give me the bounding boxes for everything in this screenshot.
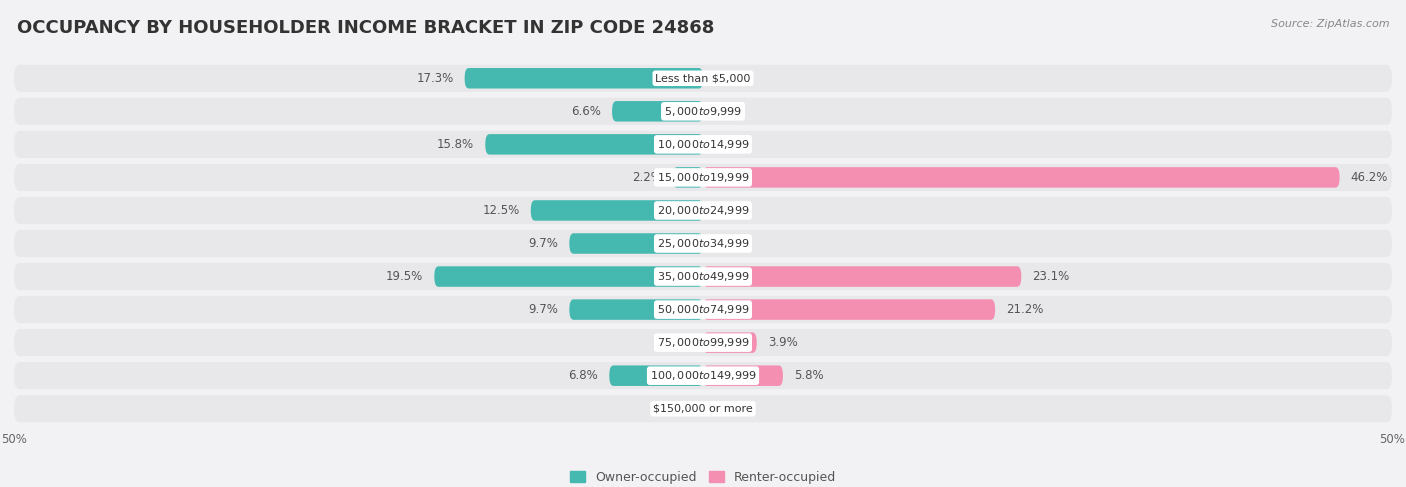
Text: Less than $5,000: Less than $5,000 bbox=[655, 73, 751, 83]
Text: $10,000 to $14,999: $10,000 to $14,999 bbox=[657, 138, 749, 151]
Text: 0.0%: 0.0% bbox=[662, 402, 692, 415]
Text: 6.6%: 6.6% bbox=[571, 105, 600, 118]
FancyBboxPatch shape bbox=[14, 329, 1392, 356]
Text: 0.0%: 0.0% bbox=[714, 72, 744, 85]
Text: 9.7%: 9.7% bbox=[529, 303, 558, 316]
FancyBboxPatch shape bbox=[14, 362, 1392, 389]
FancyBboxPatch shape bbox=[14, 395, 1392, 422]
Text: 0.0%: 0.0% bbox=[714, 105, 744, 118]
FancyBboxPatch shape bbox=[612, 101, 703, 122]
Text: 23.1%: 23.1% bbox=[1032, 270, 1070, 283]
FancyBboxPatch shape bbox=[703, 365, 783, 386]
Text: $25,000 to $34,999: $25,000 to $34,999 bbox=[657, 237, 749, 250]
FancyBboxPatch shape bbox=[703, 266, 1021, 287]
Text: 5.8%: 5.8% bbox=[794, 369, 824, 382]
FancyBboxPatch shape bbox=[14, 65, 1392, 92]
Text: 46.2%: 46.2% bbox=[1351, 171, 1388, 184]
Text: 0.0%: 0.0% bbox=[662, 336, 692, 349]
FancyBboxPatch shape bbox=[14, 164, 1392, 191]
Text: OCCUPANCY BY HOUSEHOLDER INCOME BRACKET IN ZIP CODE 24868: OCCUPANCY BY HOUSEHOLDER INCOME BRACKET … bbox=[17, 19, 714, 37]
FancyBboxPatch shape bbox=[672, 167, 703, 187]
Text: 0.0%: 0.0% bbox=[714, 204, 744, 217]
Text: 9.7%: 9.7% bbox=[529, 237, 558, 250]
Text: $100,000 to $149,999: $100,000 to $149,999 bbox=[650, 369, 756, 382]
Text: 6.8%: 6.8% bbox=[568, 369, 599, 382]
Text: 15.8%: 15.8% bbox=[437, 138, 474, 151]
Text: $15,000 to $19,999: $15,000 to $19,999 bbox=[657, 171, 749, 184]
Text: $20,000 to $24,999: $20,000 to $24,999 bbox=[657, 204, 749, 217]
Text: $5,000 to $9,999: $5,000 to $9,999 bbox=[664, 105, 742, 118]
FancyBboxPatch shape bbox=[609, 365, 703, 386]
FancyBboxPatch shape bbox=[14, 263, 1392, 290]
FancyBboxPatch shape bbox=[703, 167, 1340, 187]
Legend: Owner-occupied, Renter-occupied: Owner-occupied, Renter-occupied bbox=[565, 466, 841, 487]
Text: 17.3%: 17.3% bbox=[416, 72, 454, 85]
FancyBboxPatch shape bbox=[464, 68, 703, 89]
FancyBboxPatch shape bbox=[569, 233, 703, 254]
FancyBboxPatch shape bbox=[703, 333, 756, 353]
Text: 19.5%: 19.5% bbox=[387, 270, 423, 283]
FancyBboxPatch shape bbox=[434, 266, 703, 287]
Text: 0.0%: 0.0% bbox=[714, 237, 744, 250]
FancyBboxPatch shape bbox=[485, 134, 703, 154]
Text: $75,000 to $99,999: $75,000 to $99,999 bbox=[657, 336, 749, 349]
Text: $150,000 or more: $150,000 or more bbox=[654, 404, 752, 414]
Text: 21.2%: 21.2% bbox=[1007, 303, 1043, 316]
Text: 0.0%: 0.0% bbox=[714, 138, 744, 151]
FancyBboxPatch shape bbox=[14, 230, 1392, 257]
Text: 12.5%: 12.5% bbox=[482, 204, 520, 217]
FancyBboxPatch shape bbox=[569, 300, 703, 320]
Text: $50,000 to $74,999: $50,000 to $74,999 bbox=[657, 303, 749, 316]
FancyBboxPatch shape bbox=[531, 200, 703, 221]
Text: 2.2%: 2.2% bbox=[631, 171, 662, 184]
FancyBboxPatch shape bbox=[14, 296, 1392, 323]
Text: $35,000 to $49,999: $35,000 to $49,999 bbox=[657, 270, 749, 283]
Text: 0.0%: 0.0% bbox=[714, 402, 744, 415]
FancyBboxPatch shape bbox=[14, 197, 1392, 224]
FancyBboxPatch shape bbox=[703, 300, 995, 320]
Text: Source: ZipAtlas.com: Source: ZipAtlas.com bbox=[1271, 19, 1389, 30]
FancyBboxPatch shape bbox=[14, 98, 1392, 125]
FancyBboxPatch shape bbox=[14, 131, 1392, 158]
Text: 3.9%: 3.9% bbox=[768, 336, 797, 349]
